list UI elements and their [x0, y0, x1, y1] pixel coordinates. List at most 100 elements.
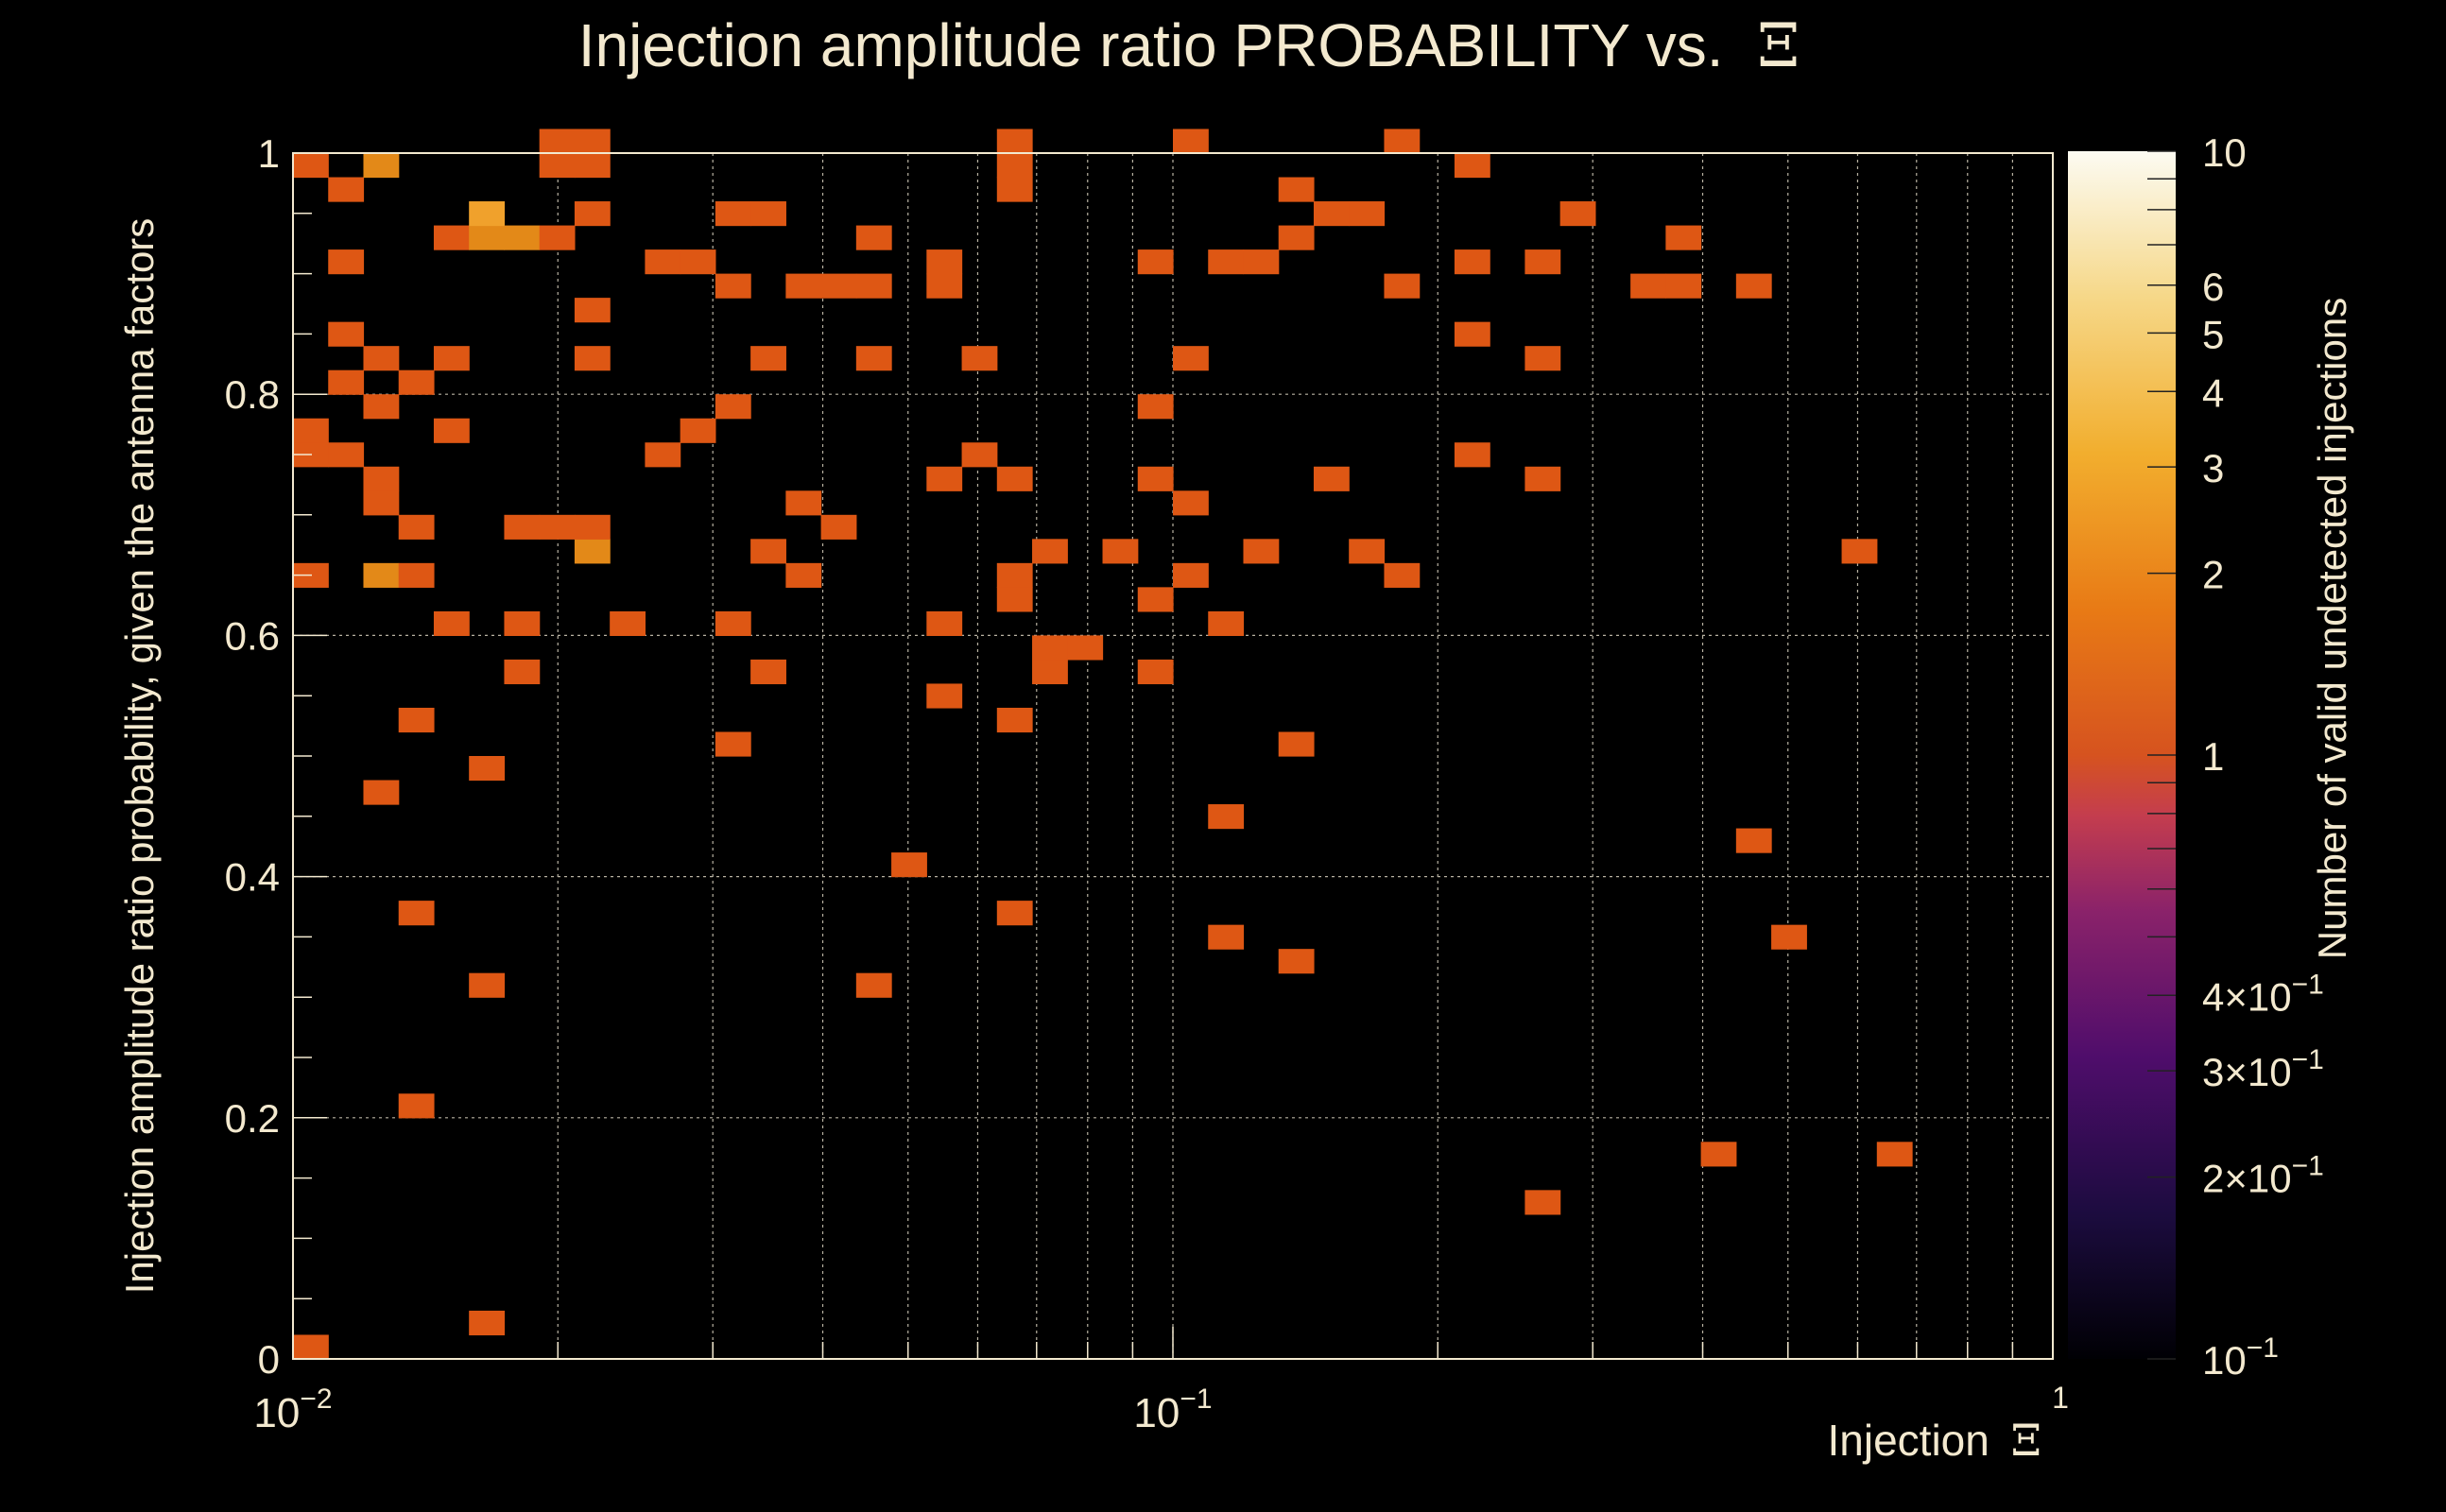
heatmap-cell	[574, 346, 611, 371]
colorbar-tick-base: 2	[2202, 553, 2224, 597]
heatmap-cell	[1278, 731, 1315, 757]
heatmap-cell	[398, 562, 435, 588]
heatmap-cell	[539, 225, 576, 250]
heatmap-cell	[1173, 346, 1209, 371]
heatmap-cell	[328, 249, 365, 275]
heatmap-cell	[328, 442, 365, 468]
x-tick-label: 1	[2052, 1381, 2069, 1415]
y-tick-label: 0.6	[225, 613, 280, 658]
x-tick-exp: −2	[300, 1383, 332, 1415]
heatmap-cell	[750, 659, 786, 685]
heatmap-cell	[996, 177, 1033, 202]
z-axis-label: Number of valid undetected injections	[2310, 298, 2354, 959]
heatmap-cell	[996, 901, 1033, 926]
heatmap-cell	[1735, 273, 1772, 299]
heatmap-cell	[926, 249, 963, 275]
colorbar-tick-label: 10	[2202, 130, 2247, 175]
heatmap-cell	[961, 442, 998, 468]
heatmap-cell	[398, 901, 435, 926]
colorbar-tick-base: 3	[2202, 446, 2224, 490]
heatmap-cell	[1243, 249, 1280, 275]
colorbar-tick-label: 2×10−1	[2202, 1151, 2324, 1201]
heatmap-cell	[469, 756, 506, 782]
colorbar-tick-base: 3×10	[2202, 1050, 2292, 1094]
heatmap-cell	[1173, 490, 1209, 516]
x-axis-label: Injection Ξ	[1828, 1415, 2042, 1466]
heatmap-cell	[539, 129, 576, 154]
heatmap-cell	[504, 610, 541, 636]
chart-title-symbol: Ξ	[1757, 11, 1800, 81]
heatmap-cell	[398, 1093, 435, 1119]
heatmap-cell	[328, 321, 365, 347]
heatmap-cell	[469, 972, 506, 998]
heatmap-cell	[469, 1310, 506, 1336]
y-axis-label: Injection amplitude ratio probability, g…	[117, 218, 162, 1295]
heatmap-cell	[1349, 201, 1386, 227]
heatmap-cell	[328, 177, 365, 202]
heatmap-cell	[1137, 394, 1174, 420]
heatmap-cell	[996, 153, 1033, 179]
y-tick-label: 0.4	[225, 855, 280, 900]
heatmap-cell	[1208, 610, 1245, 636]
heatmap-cell	[1032, 659, 1068, 685]
heatmap-cell	[785, 562, 822, 588]
heatmap-cell	[1630, 273, 1666, 299]
heatmap-cell	[715, 273, 751, 299]
chart-title-text: Injection amplitude ratio PROBABILITY vs…	[578, 11, 1724, 79]
heatmap-cell	[539, 153, 576, 179]
heatmap-cell	[539, 514, 576, 540]
heatmap-cell	[293, 153, 329, 179]
heatmap-cell	[1243, 539, 1280, 564]
heatmap-cell	[996, 129, 1033, 154]
heatmap-cell	[1032, 635, 1068, 661]
heatmap-cell	[1173, 129, 1209, 154]
heatmap-cell	[680, 249, 716, 275]
heatmap-cell	[996, 562, 1033, 588]
colorbar-tick-base: 10	[2202, 130, 2247, 175]
heatmap-cell	[1137, 659, 1174, 685]
heatmap-cell	[504, 659, 541, 685]
heatmap-cell	[363, 346, 400, 371]
colorbar-tick-label: 3	[2202, 446, 2224, 490]
colorbar-tick-label: 4	[2202, 370, 2224, 415]
heatmap-cell	[433, 346, 470, 371]
heatmap-cell	[328, 369, 365, 395]
colorbar-tick-base: 4	[2202, 370, 2224, 415]
y-tick-label: 1	[258, 131, 280, 176]
colorbar-tick-exp: −1	[2247, 1332, 2279, 1364]
heatmap-cell	[293, 418, 329, 443]
heatmap-cell	[750, 201, 786, 227]
colorbar-tick-base: 6	[2202, 265, 2224, 309]
plot-frame	[292, 152, 2054, 1360]
heatmap-cell	[610, 610, 646, 636]
heatmap-cell	[926, 273, 963, 299]
y-tick-label: 0	[258, 1337, 280, 1382]
heatmap-cell	[1102, 539, 1139, 564]
heatmap-cell	[363, 394, 400, 420]
heatmap-cell	[1278, 225, 1315, 250]
heatmap-cell	[574, 201, 611, 227]
colorbar-tick-label: 3×10−1	[2202, 1044, 2324, 1094]
heatmap-cell	[1524, 1190, 1561, 1215]
heatmap-cell	[293, 1334, 329, 1360]
heatmap-cell	[469, 225, 506, 250]
y-tick-label: 0.2	[225, 1096, 280, 1141]
heatmap-cell	[398, 369, 435, 395]
heatmap-cells	[293, 129, 1913, 1360]
heatmap-cell	[1524, 466, 1561, 491]
heatmap-cell	[1771, 924, 1807, 950]
heatmap-cell	[1454, 442, 1490, 468]
heatmap-cell	[504, 514, 541, 540]
heatmap-cell	[645, 249, 681, 275]
x-tick-base: 10	[253, 1390, 300, 1436]
heatmap-cell	[1384, 129, 1421, 154]
heatmap-cell	[1208, 804, 1245, 830]
x-tick-exp: −1	[1180, 1383, 1212, 1415]
heatmap-cell	[996, 707, 1033, 733]
grid-lines	[293, 153, 2053, 1359]
heatmap-cell	[926, 466, 963, 491]
heatmap-cell	[1454, 153, 1490, 179]
heatmap-cell	[1559, 201, 1596, 227]
